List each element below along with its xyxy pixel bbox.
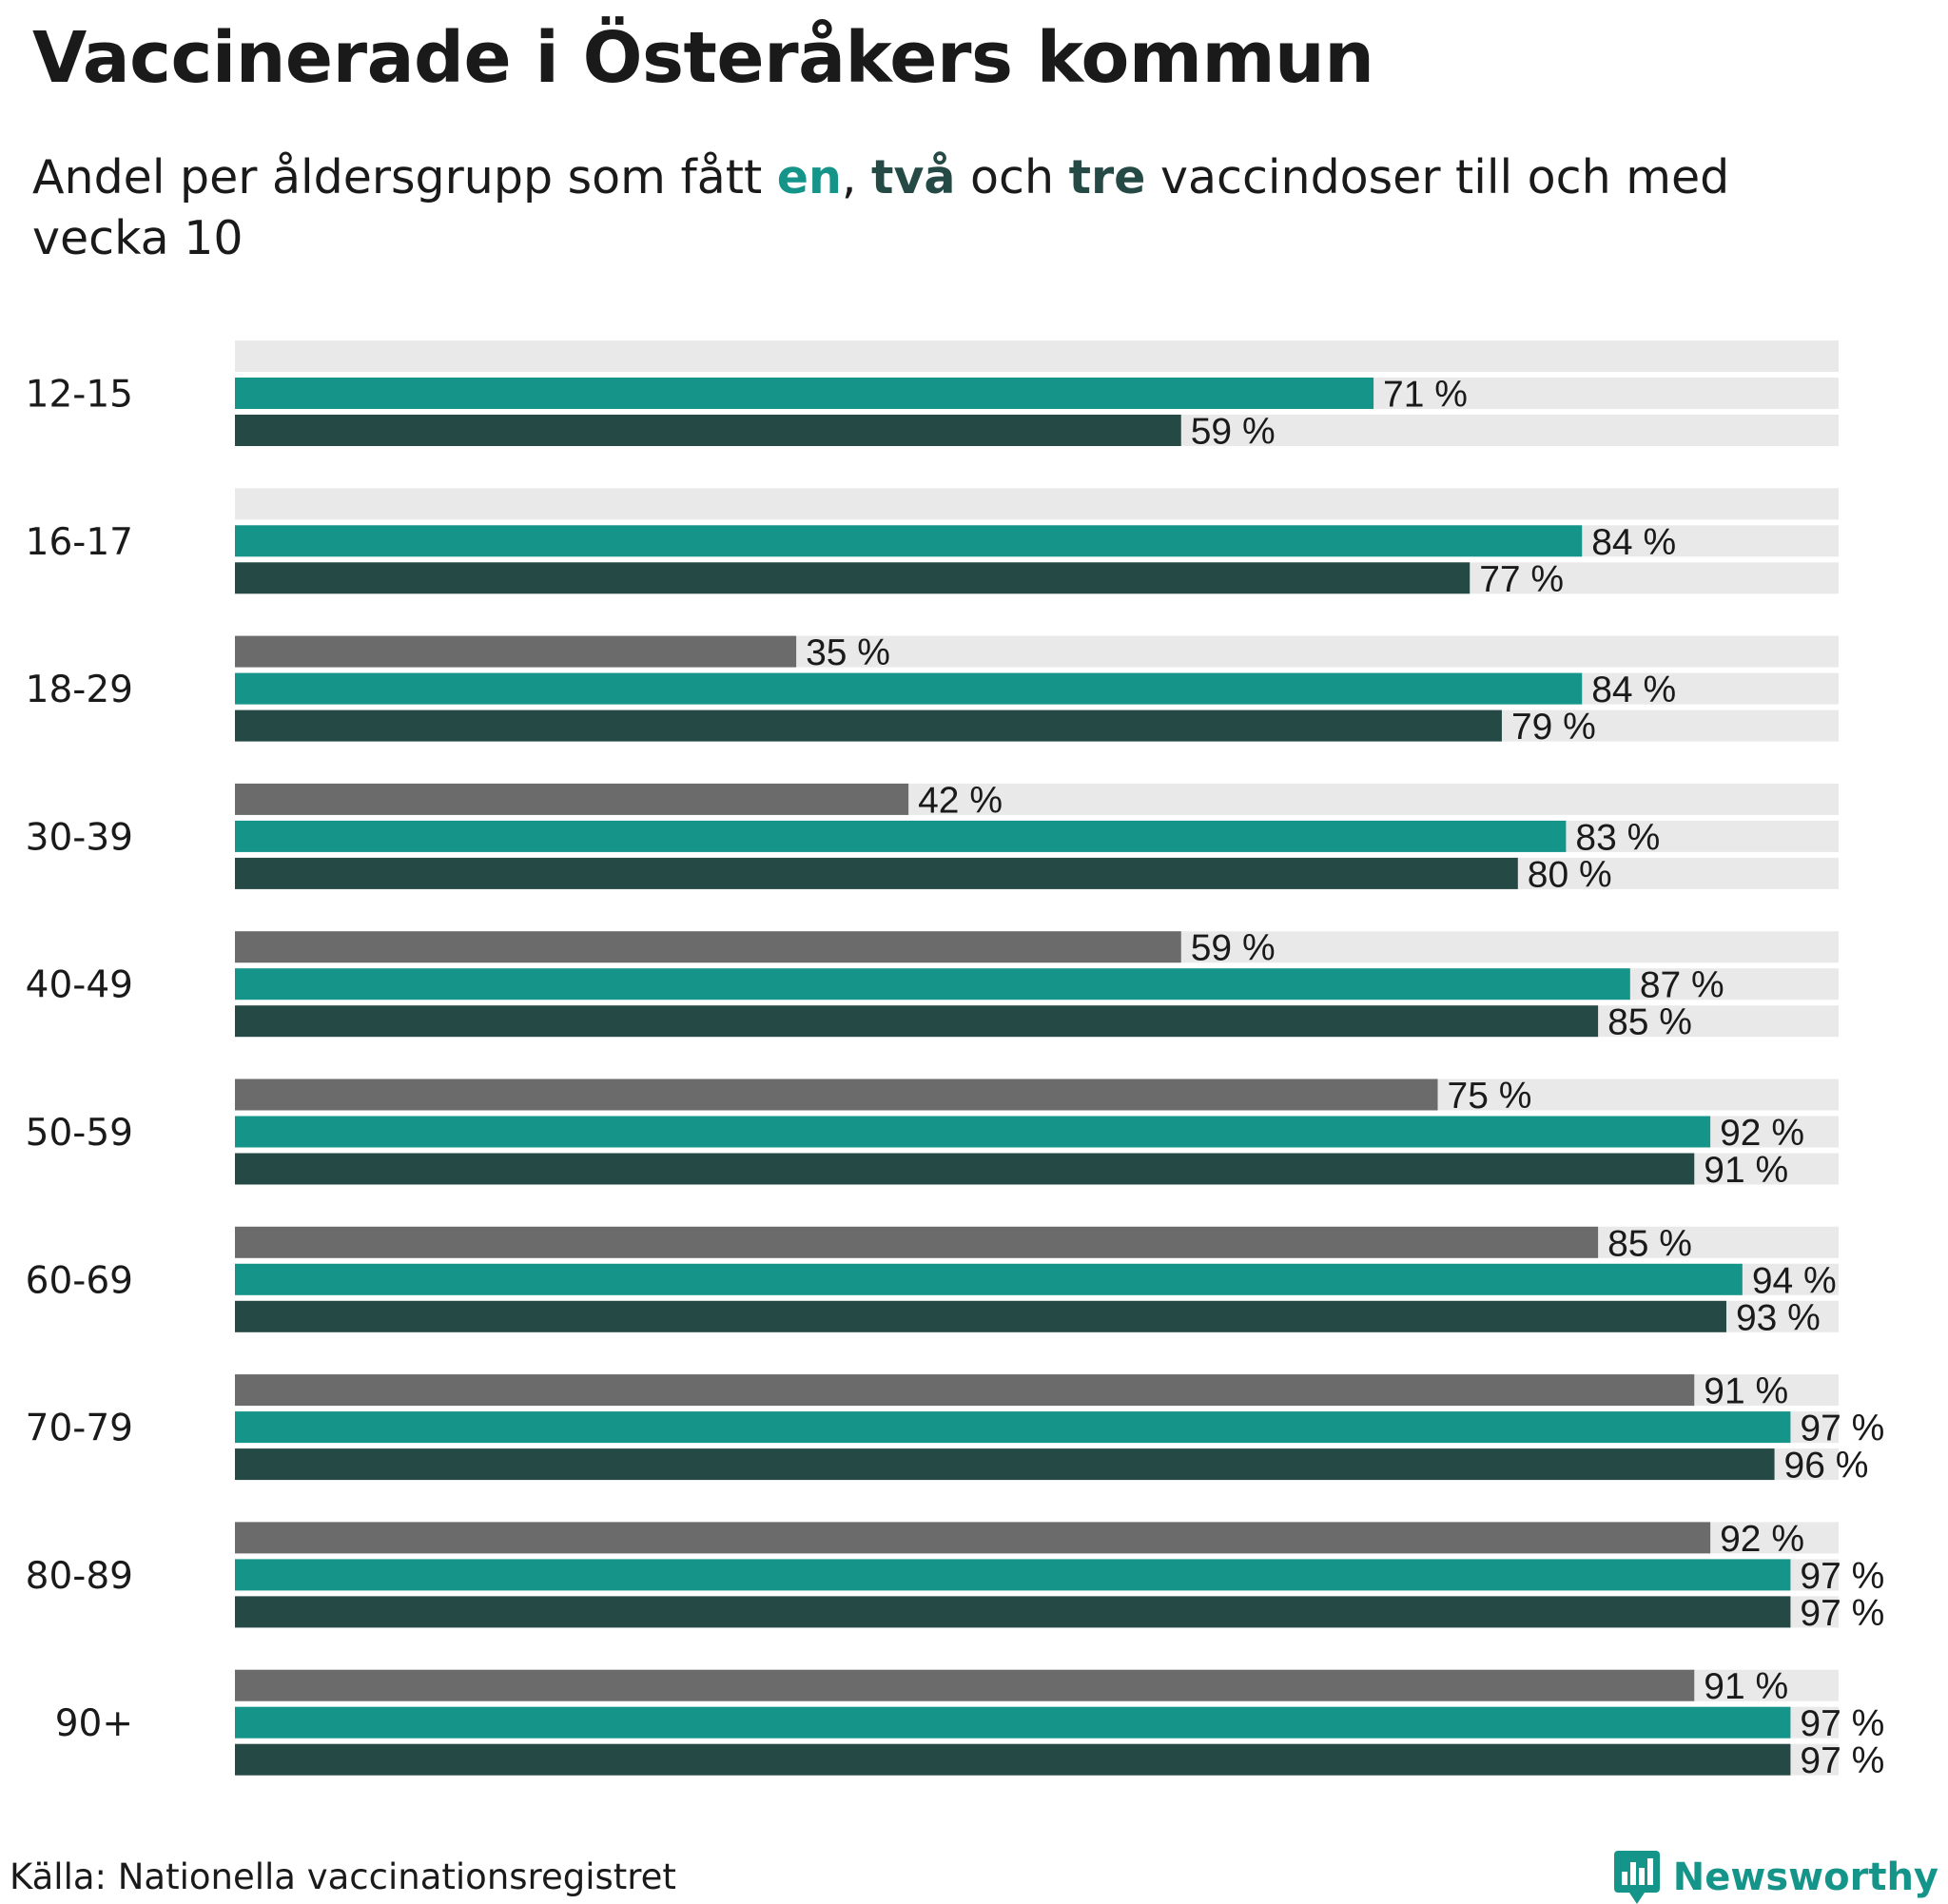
bar-track: [235, 488, 1839, 520]
bar-value-label: 71 %: [1383, 375, 1468, 416]
bar-en: [235, 672, 1583, 705]
bar-value-label: 97 %: [1800, 1740, 1884, 1781]
bar-value-label: 83 %: [1575, 817, 1660, 858]
bar-value-label: 97 %: [1800, 1556, 1884, 1597]
bar-en: [235, 1116, 1711, 1148]
category-label: 16-17: [26, 521, 133, 564]
bar-två: [235, 1448, 1775, 1481]
bar-en: [235, 820, 1567, 852]
bar-value-label: 91 %: [1704, 1666, 1788, 1707]
category-label: 50-59: [26, 1112, 133, 1155]
bar-tre: [235, 1374, 1695, 1407]
subtitle-text-start: Andel per åldersgrupp som fått: [32, 150, 777, 204]
bar-value-label: 91 %: [1704, 1150, 1788, 1191]
bar-tre: [235, 1226, 1599, 1258]
bar-två: [235, 1153, 1695, 1185]
chart-subtitle: Andel per åldersgrupp som fått en, två o…: [32, 147, 1859, 269]
category-label: 60-69: [26, 1259, 133, 1302]
bar-value-label: 94 %: [1752, 1260, 1837, 1301]
bar-en: [235, 378, 1374, 409]
bar-två: [235, 1005, 1599, 1038]
bar-en: [235, 1706, 1791, 1739]
bar-två: [235, 857, 1518, 889]
subtitle-highlight-three: tre: [1068, 150, 1146, 204]
bar-value-label: 85 %: [1607, 1002, 1692, 1043]
bar-en: [235, 1559, 1791, 1591]
bar-två: [235, 709, 1502, 742]
bar-value-label: 84 %: [1591, 522, 1676, 563]
category-label: 12-15: [26, 374, 133, 417]
category-label: 90+: [55, 1702, 133, 1745]
bar-tre: [235, 1078, 1438, 1111]
bar-två: [235, 1743, 1791, 1776]
bar-value-label: 97 %: [1800, 1593, 1884, 1634]
bar-en: [235, 1411, 1791, 1444]
bar-två: [235, 1300, 1726, 1332]
bar-value-label: 75 %: [1448, 1076, 1532, 1117]
bar-två: [235, 1596, 1791, 1628]
bar-en: [235, 525, 1583, 557]
bar-value-label: 96 %: [1784, 1446, 1869, 1486]
bar-två: [235, 562, 1471, 594]
bar-value-label: 85 %: [1607, 1223, 1692, 1264]
subtitle-separator: ,: [841, 150, 872, 204]
bar-tre: [235, 931, 1181, 963]
category-label: 70-79: [26, 1408, 133, 1450]
newsworthy-logo-icon: [1613, 1851, 1660, 1904]
bar-en: [235, 968, 1630, 1001]
subtitle-highlight-one: en: [776, 150, 842, 204]
bar-value-label: 97 %: [1800, 1703, 1884, 1744]
bar-två: [235, 415, 1181, 446]
bar-tre: [235, 783, 909, 815]
bar-value-label: 92 %: [1720, 1519, 1804, 1560]
category-label: 18-29: [26, 669, 133, 711]
bar-tre: [235, 635, 797, 668]
bar-track: [235, 340, 1839, 372]
bar-value-label: 80 %: [1528, 854, 1612, 895]
subtitle-text-end: vaccindoser till och med vecka 10: [32, 150, 1730, 265]
bar-value-label: 79 %: [1511, 707, 1596, 748]
bar-value-label: 59 %: [1191, 412, 1276, 453]
source-note: Källa: Nationella vaccinationsregistret: [10, 1856, 676, 1897]
bar-value-label: 42 %: [918, 780, 1003, 821]
bar-tre: [235, 1669, 1695, 1701]
logo-wordmark: Newsworthy: [1672, 1855, 1938, 1899]
bar-value-label: 93 %: [1736, 1297, 1821, 1338]
chart-title: Vaccinerade i Österåkers kommun: [32, 17, 1374, 99]
bar-value-label: 91 %: [1704, 1371, 1788, 1412]
bar-value-label: 84 %: [1591, 670, 1676, 710]
bar-value-label: 87 %: [1640, 965, 1724, 1006]
bar-value-label: 77 %: [1479, 559, 1564, 600]
bar-en: [235, 1263, 1743, 1295]
newsworthy-logo: Newsworthy: [1613, 1851, 1938, 1904]
bar-value-label: 59 %: [1191, 928, 1276, 969]
subtitle-highlight-two: två: [871, 150, 956, 204]
subtitle-separator: och: [955, 150, 1069, 204]
category-label: 30-39: [26, 816, 133, 859]
bar-value-label: 35 %: [806, 632, 890, 673]
bar-value-label: 97 %: [1800, 1409, 1884, 1449]
bar-tre: [235, 1522, 1711, 1554]
bar-value-label: 92 %: [1720, 1113, 1804, 1154]
category-label: 40-49: [26, 964, 133, 1007]
category-label: 80-89: [26, 1555, 133, 1598]
